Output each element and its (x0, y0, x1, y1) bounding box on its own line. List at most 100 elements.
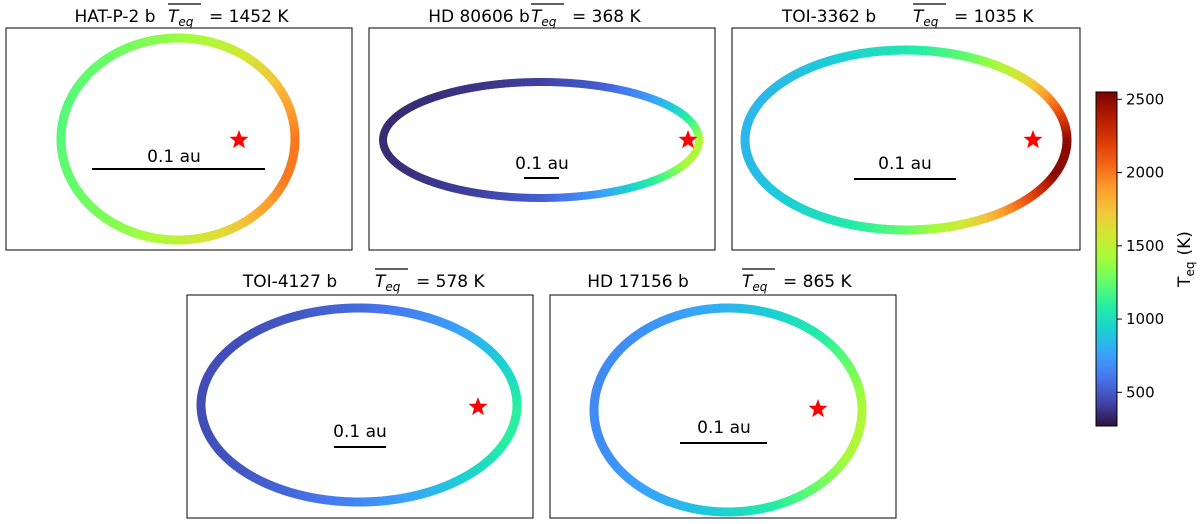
star-marker (808, 399, 828, 418)
orbit-segment (207, 365, 217, 374)
orbit-segment (867, 47, 874, 58)
panel-title-teq: Teq = 865 K (742, 268, 852, 294)
orbit-segment (57, 151, 67, 157)
orbit-segment (638, 326, 647, 337)
orbit-segment (838, 457, 848, 467)
panel-title-planet: TOI-4127 b (242, 272, 337, 292)
orbit-segment (755, 504, 761, 515)
orbit-segment (985, 212, 993, 223)
orbit-segment (1052, 167, 1062, 175)
orbit-segment (71, 184, 81, 193)
orbit-segment (855, 392, 866, 398)
orbit-segment (225, 456, 235, 466)
orbit-segment (966, 217, 974, 228)
orbit-segment (1023, 194, 1032, 205)
orbit-segment (230, 340, 239, 350)
orbit-segment (772, 81, 781, 92)
orbit-segment (496, 443, 506, 452)
orbit-segment (658, 316, 666, 327)
orbit-segment (406, 103, 413, 113)
orbit-segment (673, 165, 681, 174)
orbit-segment (483, 456, 493, 466)
orbit-segment (276, 182, 287, 190)
orbit-segment (292, 311, 300, 321)
orbit-segment (461, 328, 470, 339)
orbit-segment (938, 47, 945, 57)
orbit-segment (387, 117, 396, 126)
orbit-segment (490, 449, 500, 459)
orbit-segment (629, 182, 636, 192)
orbit-segment (57, 122, 67, 128)
orbit-segment (467, 83, 474, 93)
orbit-segment (87, 66, 97, 76)
orbit-segment (251, 210, 260, 220)
orbit-segment (471, 83, 478, 92)
orbit-segment (691, 124, 699, 131)
orbit-segment (305, 492, 312, 502)
orbit-segment (786, 198, 795, 208)
orbit-segment (197, 388, 208, 394)
panel-title-teq: Teq = 368 K (531, 3, 641, 29)
orbit-segment (275, 85, 285, 94)
orbit-segment (507, 425, 517, 432)
orbit-segment (675, 499, 682, 510)
orbit-segment (692, 504, 699, 514)
orbit-segment (288, 119, 298, 125)
orbit-segment (233, 47, 242, 57)
orbit-segment (847, 443, 858, 452)
orbit-segment (770, 83, 779, 93)
orbit-ring (589, 303, 867, 517)
orbit-segment (122, 43, 130, 54)
orbit-segment (787, 495, 795, 506)
orbit-segment (640, 325, 649, 335)
panel-hd-17156-b: HD 17156 b Teq = 865 K 0.1 au (549, 268, 897, 519)
orbit-segment (636, 181, 643, 190)
orbit-segment (300, 309, 308, 320)
panel-frame (5, 27, 353, 251)
orbit-segment (641, 485, 650, 496)
orbit-segment (98, 56, 107, 67)
orbit-segment (783, 74, 792, 84)
orbit-segment (510, 416, 521, 422)
orbit-segment (476, 189, 482, 198)
orbit-segment (443, 89, 450, 99)
orbit-segment (962, 218, 970, 229)
orbit-segment (601, 363, 611, 372)
orbit-segment (475, 337, 485, 348)
orbit-segment (78, 193, 88, 202)
orbit-segment (198, 233, 204, 243)
orbit-segment (256, 323, 265, 334)
orbit-segment (203, 36, 210, 46)
orbit-segment (282, 100, 293, 108)
orbit-segment (817, 478, 826, 488)
orbit-segment (205, 367, 216, 376)
orbit-segment (819, 57, 827, 68)
orbit-segment (257, 63, 266, 73)
orbit-segment (220, 41, 228, 51)
orbit-segment (69, 88, 80, 96)
orbit-segment (210, 360, 221, 369)
orbit-segment (648, 177, 655, 186)
orbit-segment (238, 334, 247, 345)
orbit-segment (453, 86, 460, 96)
orbit-segment (798, 489, 807, 500)
orbit-segment (792, 69, 801, 80)
orbit-segment (656, 173, 664, 183)
orbit-segment (60, 163, 71, 170)
orbit-segment (851, 436, 861, 444)
colorbar: 500 1000 1500 2000 2500 Teq(K) (1095, 90, 1197, 427)
orbit-segment (600, 82, 606, 91)
orbit-segment (615, 344, 625, 354)
orbit-segment (846, 446, 856, 454)
colorbar-ticks: 500 1000 1500 2000 2500 (1117, 90, 1164, 401)
orbit-segment (462, 471, 471, 481)
orbit-segment (1058, 156, 1068, 163)
orbit-segment (85, 68, 95, 78)
orbit-segment (394, 306, 401, 316)
orbit-segment (497, 441, 508, 450)
teq-symbol: Teq (375, 272, 401, 294)
orbit-segment (831, 466, 841, 476)
orbit-segment (671, 166, 679, 176)
orbit-segment (651, 175, 658, 185)
orbit-segment (85, 201, 95, 211)
